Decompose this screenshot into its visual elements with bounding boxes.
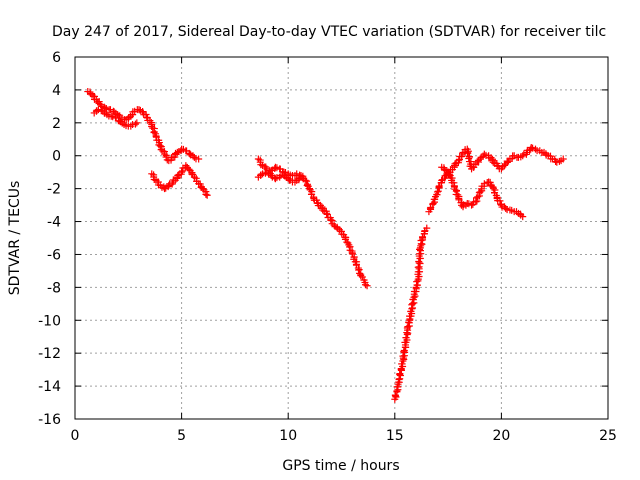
data-point bbox=[276, 173, 284, 181]
data-point-fill bbox=[185, 165, 193, 173]
series-track-c-lower bbox=[254, 168, 305, 186]
data-point-fill bbox=[174, 171, 182, 179]
data-point-fill bbox=[391, 391, 399, 399]
plot-frame bbox=[74, 56, 609, 420]
x-tick-label: 10 bbox=[279, 428, 297, 444]
data-point bbox=[267, 171, 275, 179]
data-point-fill bbox=[404, 323, 412, 331]
data-point-fill bbox=[464, 149, 472, 157]
data-point bbox=[301, 176, 309, 184]
series-track-a bbox=[84, 88, 203, 165]
data-point bbox=[133, 119, 141, 127]
x-tick-label: 25 bbox=[599, 428, 617, 444]
x-tick-label: 20 bbox=[492, 428, 510, 444]
data-point-fill bbox=[189, 152, 197, 160]
y-tick-label: 0 bbox=[52, 149, 61, 165]
data-point bbox=[476, 188, 484, 196]
y-tick-label: -2 bbox=[47, 182, 61, 198]
data-point-fill bbox=[402, 334, 410, 342]
data-point bbox=[429, 199, 437, 207]
data-point-fill bbox=[489, 158, 497, 166]
data-point bbox=[559, 155, 567, 163]
x-tick-label: 0 bbox=[71, 428, 80, 444]
series-track-c bbox=[254, 155, 371, 290]
data-point bbox=[203, 191, 211, 199]
chart-title: Day 247 of 2017, Sidereal Day-to-day VTE… bbox=[52, 24, 606, 40]
data-point bbox=[178, 168, 186, 176]
data-points bbox=[84, 88, 567, 403]
data-point-fill bbox=[355, 266, 363, 274]
data-point bbox=[502, 204, 510, 212]
data-point-fill bbox=[416, 245, 424, 253]
series-track-d bbox=[391, 224, 431, 403]
y-tick-label: -14 bbox=[38, 379, 61, 395]
data-point-fill bbox=[257, 171, 265, 179]
data-point bbox=[423, 224, 431, 232]
data-point-fill bbox=[358, 273, 366, 281]
y-tick-label: -4 bbox=[47, 215, 61, 231]
y-tick-label: -10 bbox=[38, 313, 61, 329]
data-point-fill bbox=[474, 193, 482, 201]
data-point bbox=[363, 282, 371, 290]
y-tick-label: -8 bbox=[47, 280, 61, 296]
series-track-a-lower bbox=[90, 106, 141, 130]
data-point-fill bbox=[496, 197, 504, 205]
data-point-fill bbox=[361, 281, 369, 289]
x-tick-label: 5 bbox=[177, 428, 186, 444]
data-point bbox=[323, 209, 331, 217]
x-tick-label: 15 bbox=[386, 428, 404, 444]
series-track-e bbox=[425, 144, 567, 216]
data-point-fill bbox=[202, 190, 210, 198]
data-point bbox=[297, 173, 305, 181]
data-point bbox=[455, 157, 463, 165]
data-point-fill bbox=[400, 346, 408, 354]
data-point bbox=[135, 106, 143, 114]
data-point bbox=[156, 142, 164, 150]
data-point bbox=[480, 150, 488, 158]
data-point-fill bbox=[159, 147, 167, 155]
grid-lines bbox=[75, 57, 608, 419]
data-point bbox=[165, 181, 173, 189]
data-point bbox=[190, 153, 198, 161]
data-point bbox=[532, 145, 540, 153]
y-tick-label: -12 bbox=[38, 346, 61, 362]
x-axis-label: GPS time / hours bbox=[282, 458, 399, 474]
data-point-fill bbox=[131, 120, 139, 128]
data-point-fill bbox=[323, 210, 331, 218]
data-point bbox=[433, 188, 441, 196]
data-point-fill bbox=[139, 108, 147, 116]
data-point-fill bbox=[497, 200, 505, 208]
data-point bbox=[195, 155, 203, 163]
y-tick-label: 4 bbox=[52, 83, 61, 99]
data-point-fill bbox=[348, 250, 356, 258]
y-tick-label: 2 bbox=[52, 116, 61, 132]
data-point bbox=[97, 101, 105, 109]
y-tick-label: -6 bbox=[47, 247, 61, 263]
series-track-b bbox=[148, 162, 211, 199]
data-point-fill bbox=[555, 157, 563, 165]
data-point bbox=[519, 213, 527, 221]
data-point bbox=[519, 152, 527, 160]
data-point bbox=[173, 148, 181, 156]
data-point bbox=[271, 175, 279, 183]
y-axis-label: SDTVAR / TECUs bbox=[7, 181, 23, 296]
data-point-fill bbox=[451, 160, 459, 168]
data-point-fill bbox=[357, 272, 365, 280]
series-track-f bbox=[438, 163, 527, 221]
data-point-fill bbox=[319, 206, 327, 214]
data-point bbox=[472, 198, 480, 206]
data-point-fill bbox=[454, 191, 462, 199]
y-tick-label: 6 bbox=[52, 50, 61, 66]
data-point-fill bbox=[396, 370, 404, 378]
data-point-fill bbox=[185, 149, 193, 157]
data-point bbox=[327, 216, 335, 224]
y-tick-label: -16 bbox=[38, 412, 61, 428]
